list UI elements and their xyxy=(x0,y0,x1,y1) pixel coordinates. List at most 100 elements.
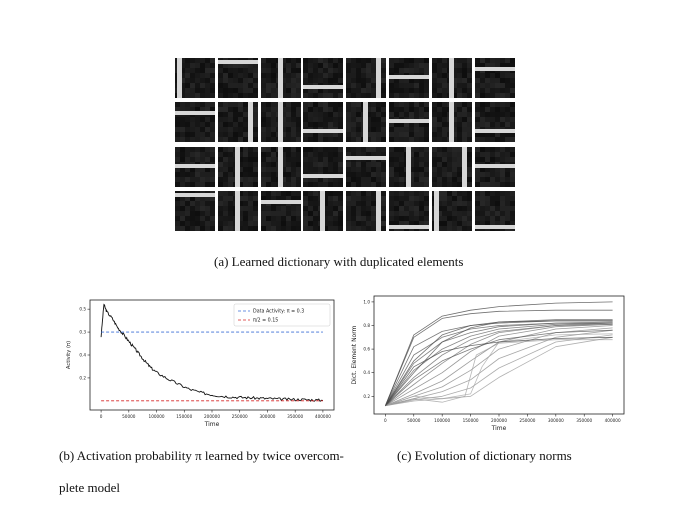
dictionary-tile xyxy=(175,58,215,98)
x-tick-label: 250000 xyxy=(519,418,535,423)
x-tick-label: 50000 xyxy=(407,418,421,423)
dictionary-grid xyxy=(175,58,515,232)
norm-series-line xyxy=(385,336,613,407)
dictionary-atom-bar xyxy=(277,146,283,187)
norm-series-line xyxy=(385,322,613,406)
y-axis-label: Activity (π) xyxy=(66,341,72,369)
dictionary-tile xyxy=(431,58,472,98)
dictionary-atom-bar xyxy=(175,111,215,116)
norm-series-line xyxy=(385,309,613,406)
norm-series-line xyxy=(385,301,613,406)
y-tick-label: 0.6 xyxy=(363,347,370,352)
dictionary-atom-bar xyxy=(474,163,515,168)
dictionary-tile xyxy=(346,102,387,143)
dictionary-tile xyxy=(175,146,215,187)
dictionary-tile xyxy=(260,58,301,98)
chart-c-frame xyxy=(373,295,625,415)
dictionary-tile xyxy=(474,58,515,98)
y-tick-label: 0.4 xyxy=(363,370,370,375)
dictionary-atom-bar xyxy=(303,129,344,134)
dictionary-atom-bar xyxy=(346,155,387,160)
dictionary-atom-bar xyxy=(303,173,344,178)
dictionary-tile xyxy=(474,191,515,232)
dictionary-tile xyxy=(346,191,387,232)
dictionary-tile xyxy=(346,146,387,187)
dictionary-atom-bar xyxy=(406,146,411,187)
dictionary-atom-bar xyxy=(277,102,283,143)
legend-box xyxy=(233,303,331,327)
dictionary-atom-bar xyxy=(234,146,240,187)
dictionary-atom-bar xyxy=(260,200,301,205)
dictionary-atom-bar xyxy=(177,58,182,98)
activity-series-line xyxy=(100,303,323,402)
x-tick-label: 300000 xyxy=(259,414,275,419)
dictionary-atom-bar xyxy=(175,193,215,198)
x-tick-label: 100000 xyxy=(434,418,450,423)
dictionary-tile xyxy=(175,102,215,143)
dictionary-tile xyxy=(431,191,472,232)
dictionary-tile xyxy=(217,58,258,98)
norm-series-line xyxy=(385,336,613,406)
y-tick-label: 0.2 xyxy=(363,394,370,399)
y-tick-label: 0.4 xyxy=(79,353,86,358)
figure-b-caption-line1: (b) Activation probability π learned by … xyxy=(59,448,344,463)
dictionary-tile xyxy=(260,146,301,187)
dictionary-tile xyxy=(217,191,258,232)
dictionary-tile xyxy=(389,102,429,143)
dictionary-atom-bar xyxy=(234,191,240,232)
norm-series-line xyxy=(385,334,613,407)
y-tick-label: 0.5 xyxy=(79,307,86,312)
figure-a-caption: (a) Learned dictionary with duplicated e… xyxy=(214,254,464,269)
dictionary-tile xyxy=(431,102,472,143)
y-tick-label: 0.2 xyxy=(79,375,86,380)
dictionary-tile xyxy=(175,191,215,232)
dictionary-tile xyxy=(217,102,258,143)
x-tick-label: 300000 xyxy=(548,418,564,423)
dictionary-tile xyxy=(303,58,344,98)
x-tick-label: 50000 xyxy=(122,414,136,419)
norm-series-line xyxy=(385,333,613,407)
dictionary-norms-chart: 0 50000 100000 150000 200000 250000 300000 3500… xyxy=(351,295,625,430)
dictionary-tile xyxy=(303,191,344,232)
dictionary-atom-bar xyxy=(363,102,369,143)
dictionary-atom-bar xyxy=(389,119,429,124)
x-tick-label: 350000 xyxy=(287,414,303,419)
dictionary-tile xyxy=(303,146,344,187)
dictionary-tile xyxy=(431,146,472,187)
x-axis-label: Time xyxy=(204,421,220,428)
dictionary-tile xyxy=(389,146,429,187)
dictionary-tile xyxy=(389,191,429,232)
y-axis-label: Dict. Element Norm xyxy=(351,325,358,384)
dictionary-atom-bar xyxy=(448,102,454,143)
x-tick-label: 350000 xyxy=(576,418,592,423)
norm-series-line xyxy=(385,325,613,407)
dictionary-tile xyxy=(260,102,301,143)
x-tick-label: 100000 xyxy=(149,414,165,419)
x-tick-label: 0 xyxy=(384,418,387,423)
dictionary-atom-bar xyxy=(217,60,258,64)
norm-series-line xyxy=(385,320,613,406)
dictionary-atom-bar xyxy=(461,146,467,187)
dictionary-atom-bar xyxy=(303,85,344,89)
norm-series-line xyxy=(385,319,613,406)
y-tick-label: 0.8 xyxy=(363,323,370,328)
dictionary-atom-bar xyxy=(389,75,429,79)
figure-b-caption-line2: plete model xyxy=(59,480,121,495)
norm-series-line xyxy=(385,323,613,407)
legend-label: π/2 = 0.15 xyxy=(253,318,278,324)
dictionary-atom-bar xyxy=(389,225,429,230)
x-axis-label: Time xyxy=(491,425,507,430)
norm-series-line xyxy=(385,339,613,407)
norm-series-line xyxy=(385,322,613,407)
dictionary-atom-bar xyxy=(247,102,253,143)
x-tick-label: 200000 xyxy=(204,414,220,419)
norm-series-line xyxy=(385,322,613,406)
dictionary-atom-bar xyxy=(320,191,326,232)
dictionary-atom-bar xyxy=(175,163,215,168)
dictionary-atom-bar xyxy=(376,191,382,232)
x-tick-label: 0 xyxy=(100,414,103,419)
x-tick-label: 200000 xyxy=(491,418,507,423)
dictionary-atom-bar xyxy=(277,58,283,98)
dictionary-atom-bar xyxy=(433,191,439,232)
x-tick-label: 150000 xyxy=(463,418,479,423)
